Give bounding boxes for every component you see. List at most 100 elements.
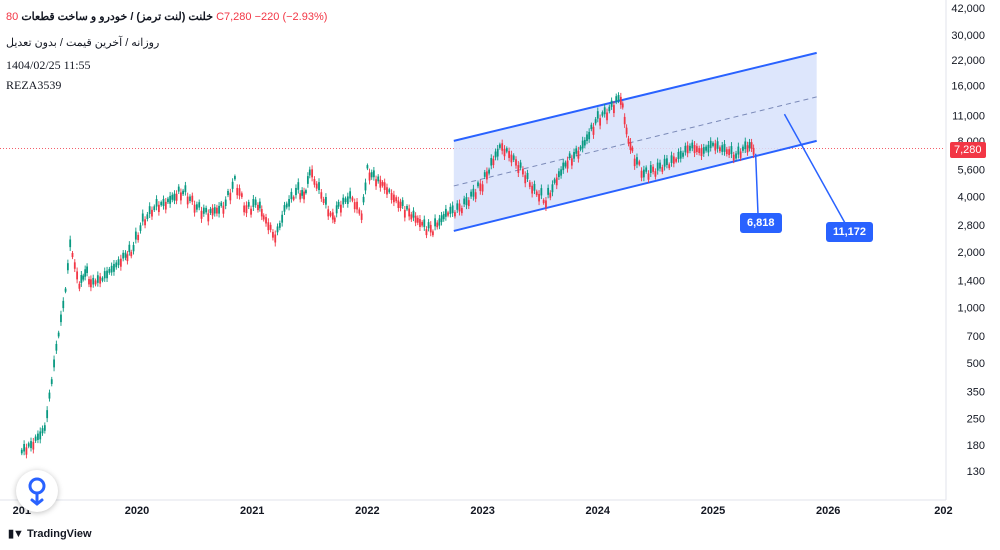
price-candle xyxy=(303,191,305,200)
price-candle xyxy=(381,181,384,186)
price-candle xyxy=(278,223,281,228)
price-candle xyxy=(99,276,102,284)
close-price: C7,280 xyxy=(216,11,252,23)
price-candle xyxy=(76,271,78,280)
price-candle xyxy=(205,207,208,213)
price-candle xyxy=(728,149,731,156)
price-candle xyxy=(752,147,755,155)
price-candle xyxy=(458,203,461,212)
price-candle xyxy=(146,214,149,220)
price-candle xyxy=(496,148,499,157)
price-candle xyxy=(477,182,479,187)
price-candle xyxy=(522,168,524,175)
price-candle xyxy=(325,197,327,205)
chart-subtitle: روزانه / آخرین قیمت / بدون تعدیل xyxy=(6,37,160,49)
price-candle xyxy=(189,196,191,201)
price-candle xyxy=(257,204,259,211)
price-candle xyxy=(360,213,363,220)
y-tick-label: 500 xyxy=(967,358,985,370)
callout-support[interactable]: 6,818 xyxy=(740,213,782,233)
price-candle xyxy=(668,164,671,169)
price-candle xyxy=(173,193,176,201)
price-candle xyxy=(515,159,517,166)
price-candle xyxy=(636,157,638,165)
price-candle xyxy=(182,190,184,195)
price-candle xyxy=(666,158,668,166)
price-candle xyxy=(196,204,198,210)
price-candle xyxy=(438,218,441,226)
alert-badge[interactable] xyxy=(16,470,58,512)
price-candle xyxy=(269,224,272,230)
price-candle xyxy=(564,162,567,167)
price-candle xyxy=(547,187,550,195)
price-candle xyxy=(209,208,212,213)
price-candle xyxy=(588,131,591,140)
price-candle xyxy=(342,197,345,205)
price-candle xyxy=(494,151,497,158)
price-candle xyxy=(69,239,72,248)
price-candle xyxy=(247,202,250,207)
price-candle xyxy=(702,147,705,154)
price-candle xyxy=(573,151,575,159)
price-candle xyxy=(526,172,529,179)
y-tick-label: 700 xyxy=(967,331,985,343)
price-candle xyxy=(603,107,606,115)
brand-name: TradingView xyxy=(26,527,92,540)
price-candle xyxy=(451,205,454,214)
channel-upper-line xyxy=(453,51,817,142)
price-candle xyxy=(191,195,194,202)
price-candle xyxy=(508,151,510,158)
price-candle xyxy=(32,441,35,450)
price-candle xyxy=(596,111,599,119)
price-axis[interactable]: 130 180 250 350 500 700 1,000 1,400 2,000 2,800 4,… xyxy=(945,0,985,500)
price-candle xyxy=(590,124,593,130)
price-candle xyxy=(594,119,597,124)
price-candle xyxy=(297,182,300,190)
time-axis[interactable]: 201 2020 2021 2022 2023 2024 2025 2026 202 xyxy=(0,499,953,517)
pin-icon xyxy=(28,477,46,506)
callout-midline[interactable]: 11,172 xyxy=(826,222,874,242)
price-candle xyxy=(377,176,380,182)
price-candle xyxy=(625,127,628,135)
price-candle xyxy=(750,142,753,149)
price-candle xyxy=(200,210,203,219)
price-candle xyxy=(429,224,432,233)
price-candle xyxy=(709,140,712,148)
price-candle xyxy=(128,244,131,253)
price-candle xyxy=(503,148,506,157)
price-candle xyxy=(723,143,726,152)
price-candle xyxy=(243,205,246,213)
price-candle xyxy=(375,179,377,187)
price-candle xyxy=(432,231,434,236)
price-candle xyxy=(425,229,428,236)
price-candle xyxy=(691,142,694,149)
price-candle xyxy=(524,175,527,184)
price-candle xyxy=(240,193,243,198)
y-tick-label: 250 xyxy=(967,414,985,426)
price-candle xyxy=(647,173,650,180)
tradingview-logo[interactable]: ▮▼ TradingView xyxy=(8,527,92,541)
price-candle xyxy=(351,197,354,201)
candle-series xyxy=(20,92,755,459)
price-candle xyxy=(463,198,466,205)
price-candle xyxy=(115,262,118,268)
price-candle xyxy=(144,219,146,226)
price-candle xyxy=(299,193,302,200)
price-candle xyxy=(707,144,710,153)
price-candle xyxy=(353,202,356,210)
ohlc-fragment: 80 xyxy=(6,11,19,23)
symbol-title: خلنت (لنت ترمز) / خودرو و ساخت قطعات xyxy=(21,11,213,23)
price-candle xyxy=(162,198,165,207)
price-change: −220 (−2.93%) xyxy=(254,11,328,23)
price-candle xyxy=(167,198,169,203)
price-candle xyxy=(721,145,724,152)
regression-channel[interactable] xyxy=(453,51,817,232)
price-candle xyxy=(308,169,311,176)
price-candle xyxy=(629,141,632,150)
price-candle xyxy=(748,142,751,149)
callout-support-pointer xyxy=(754,153,759,215)
price-candle xyxy=(218,205,220,214)
price-candle xyxy=(25,447,28,455)
x-tick-label: 2026 xyxy=(816,505,840,517)
